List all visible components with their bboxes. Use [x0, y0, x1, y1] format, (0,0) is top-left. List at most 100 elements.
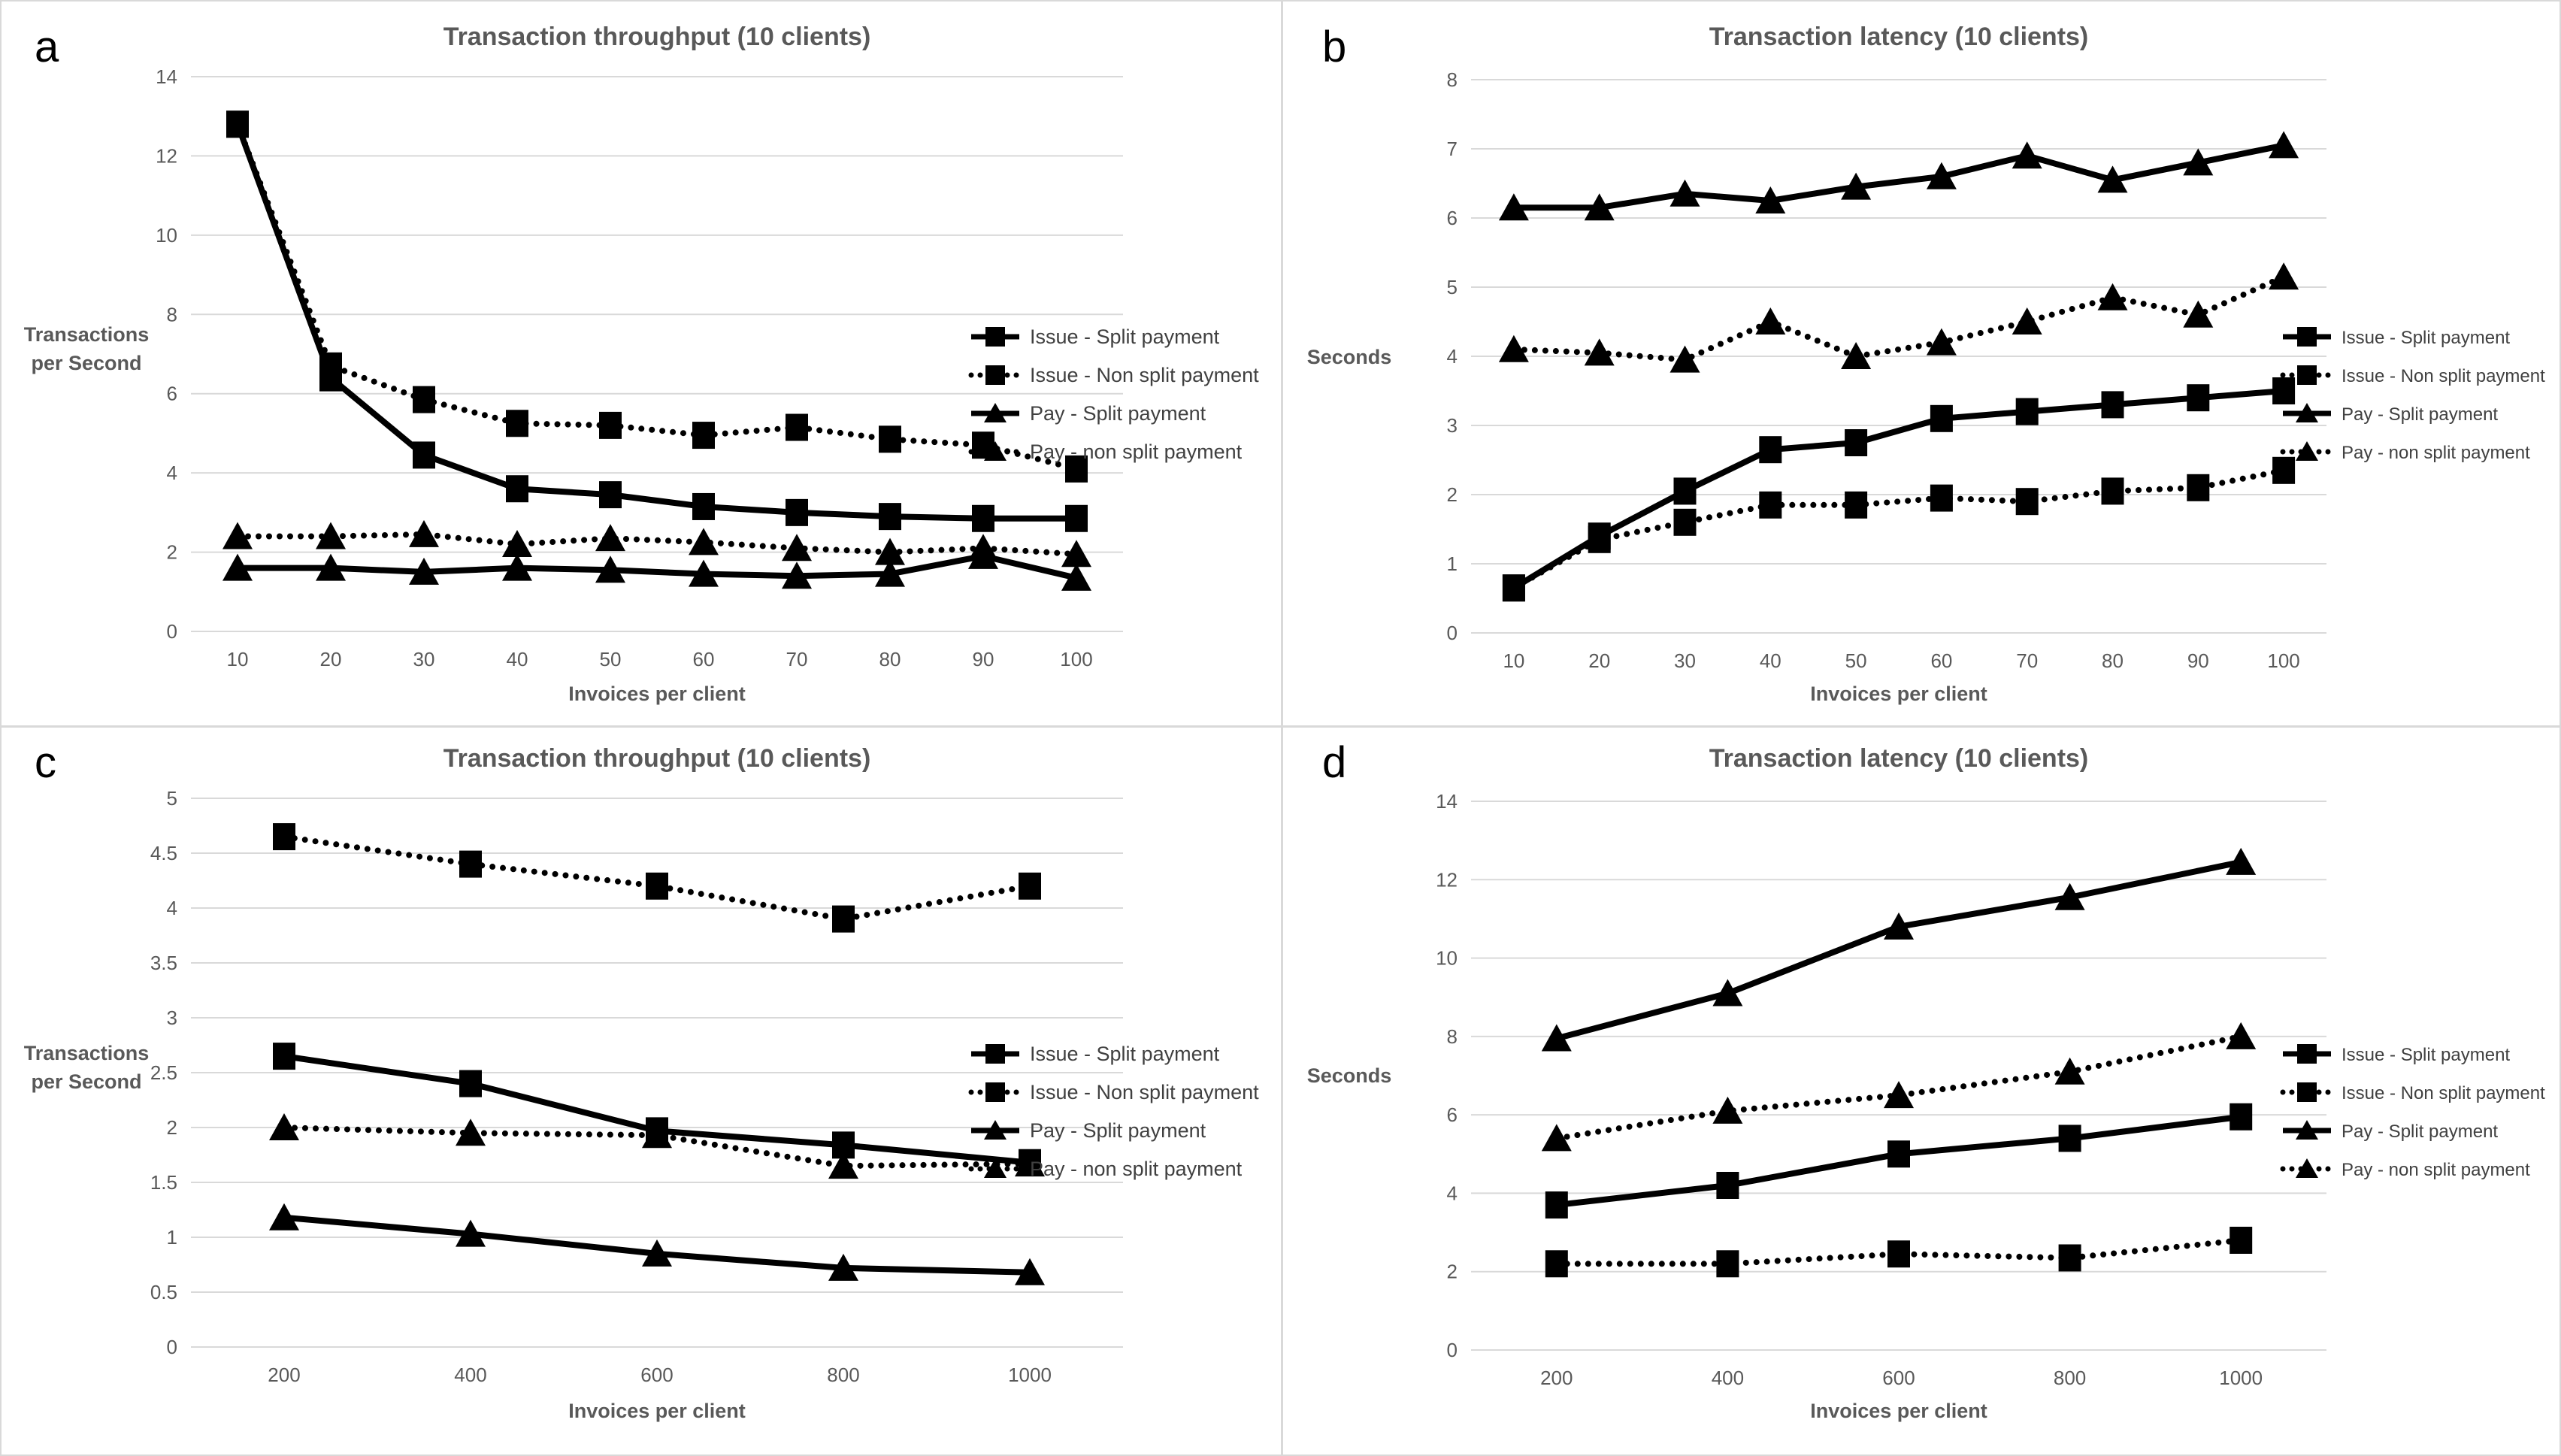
legend-marker-triangle [984, 403, 1007, 422]
legend-marker-triangle [984, 1158, 1007, 1178]
series-line [1510, 274, 2287, 363]
marker-triangle [502, 553, 532, 581]
marker-triangle [1498, 193, 1529, 221]
y-axis-title-line1: Transactions [24, 1042, 150, 1064]
chart-title: Transaction throughput (10 clients) [443, 23, 871, 51]
marker-triangle [968, 534, 998, 562]
marker-triangle [828, 1253, 858, 1281]
y-tick-label: 14 [1436, 790, 1458, 813]
chart-plot-b: b Transaction latency (10 clients) Secon… [1307, 23, 2545, 705]
marker-triangle [875, 537, 905, 565]
chart-title: Transaction throughput (10 clients) [443, 744, 871, 773]
marker-square [506, 410, 528, 437]
marker-triangle [1926, 162, 1957, 189]
marker-triangle [502, 530, 532, 558]
marker-square [2230, 1227, 2253, 1254]
marker-triangle [689, 559, 719, 587]
y-tick-label: 2 [1447, 483, 1458, 506]
marker-triangle [595, 524, 625, 552]
marker-triangle [2269, 262, 2299, 290]
series-line [1513, 142, 2284, 211]
panel-a-throughput-chart: a Transaction throughput (10 clients) Tr… [2, 2, 1281, 725]
y-tick-label: 4 [1447, 1182, 1458, 1204]
legend-marker-square [2297, 1082, 2317, 1102]
y-tick-label: 4.5 [150, 842, 177, 864]
legend-marker-square [2297, 365, 2317, 385]
marker-square [646, 872, 668, 900]
legend-item-label: Issue - Non split payment [2342, 366, 2545, 386]
marker-square [2058, 1125, 2081, 1152]
marker-square [319, 352, 342, 380]
marker-square [1759, 436, 1782, 464]
marker-square [2101, 391, 2124, 419]
y-tick-label: 4 [167, 897, 177, 919]
chart-title: Transaction latency (10 clients) [1709, 744, 2089, 773]
y-axis-title-line2: per Second [31, 352, 141, 374]
series-line [281, 1125, 1033, 1170]
marker-triangle [642, 1121, 672, 1149]
legend-item-label: Pay - Split payment [1030, 402, 1206, 425]
marker-square [1930, 404, 1953, 432]
y-tick-label: 2 [167, 1116, 177, 1139]
x-tick-label: 200 [1540, 1367, 1573, 1389]
y-tick-label: 2 [1447, 1261, 1458, 1283]
legend-item-label: Issue - Split payment [2342, 328, 2510, 348]
x-tick-label: 70 [786, 648, 808, 670]
marker-triangle [1884, 1081, 1914, 1109]
marker-square [2272, 377, 2296, 404]
x-tick-label: 200 [268, 1364, 300, 1386]
marker-square [2230, 1103, 2253, 1131]
marker-square [1930, 484, 1953, 512]
marker-triangle [2097, 283, 2128, 310]
marker-square [459, 850, 482, 878]
y-axis-title-line1: Transactions [24, 323, 150, 346]
marker-triangle [782, 534, 812, 562]
y-tick-label: 7 [1447, 138, 1458, 160]
marker-square [1716, 1172, 1739, 1199]
y-tick-label: 0 [1447, 1339, 1458, 1361]
marker-square [1019, 872, 1041, 900]
marker-triangle [782, 562, 812, 589]
x-tick-label: 90 [973, 648, 994, 670]
marker-square [879, 503, 901, 531]
y-tick-label: 3 [1447, 414, 1458, 437]
marker-triangle [595, 555, 625, 583]
marker-square [1545, 1250, 1568, 1278]
x-tick-label: 600 [1882, 1367, 1915, 1389]
marker-square [692, 422, 715, 450]
marker-triangle [689, 528, 719, 555]
series-line [235, 531, 1079, 558]
marker-triangle [1015, 1149, 1045, 1177]
legend-marker-triangle [984, 1120, 1007, 1140]
marker-triangle [2269, 131, 2299, 159]
y-tick-label: 3 [167, 1006, 177, 1029]
marker-triangle [1061, 540, 1091, 568]
chart-title: Transaction latency (10 clients) [1709, 23, 2089, 51]
y-tick-label: 8 [1447, 1025, 1458, 1048]
y-tick-label: 8 [1447, 68, 1458, 91]
marker-square [879, 425, 901, 453]
legend-marker-square [985, 327, 1005, 347]
marker-triangle [2226, 847, 2257, 875]
x-axis-title: Invoices per client [1810, 683, 1987, 705]
x-tick-label: 40 [507, 648, 528, 670]
marker-triangle [1015, 1258, 1045, 1285]
x-tick-label: 400 [454, 1364, 486, 1386]
marker-square [1673, 477, 1697, 505]
marker-triangle [1584, 338, 1615, 366]
marker-triangle [875, 559, 905, 587]
x-tick-label: 50 [600, 648, 622, 670]
panel-letter: d [1322, 738, 1346, 787]
marker-triangle [316, 553, 346, 581]
legend-marker-triangle [2296, 441, 2318, 461]
x-tick-label: 80 [879, 648, 901, 670]
legend-item-label: Issue - Non split payment [1030, 1081, 1259, 1103]
marker-triangle [1669, 179, 1700, 207]
panel-letter: a [35, 23, 59, 71]
marker-triangle [2012, 307, 2042, 334]
x-tick-label: 100 [1060, 648, 1092, 670]
marker-square [273, 1043, 295, 1070]
marker-square [599, 411, 622, 439]
series-line [1555, 858, 2242, 1042]
